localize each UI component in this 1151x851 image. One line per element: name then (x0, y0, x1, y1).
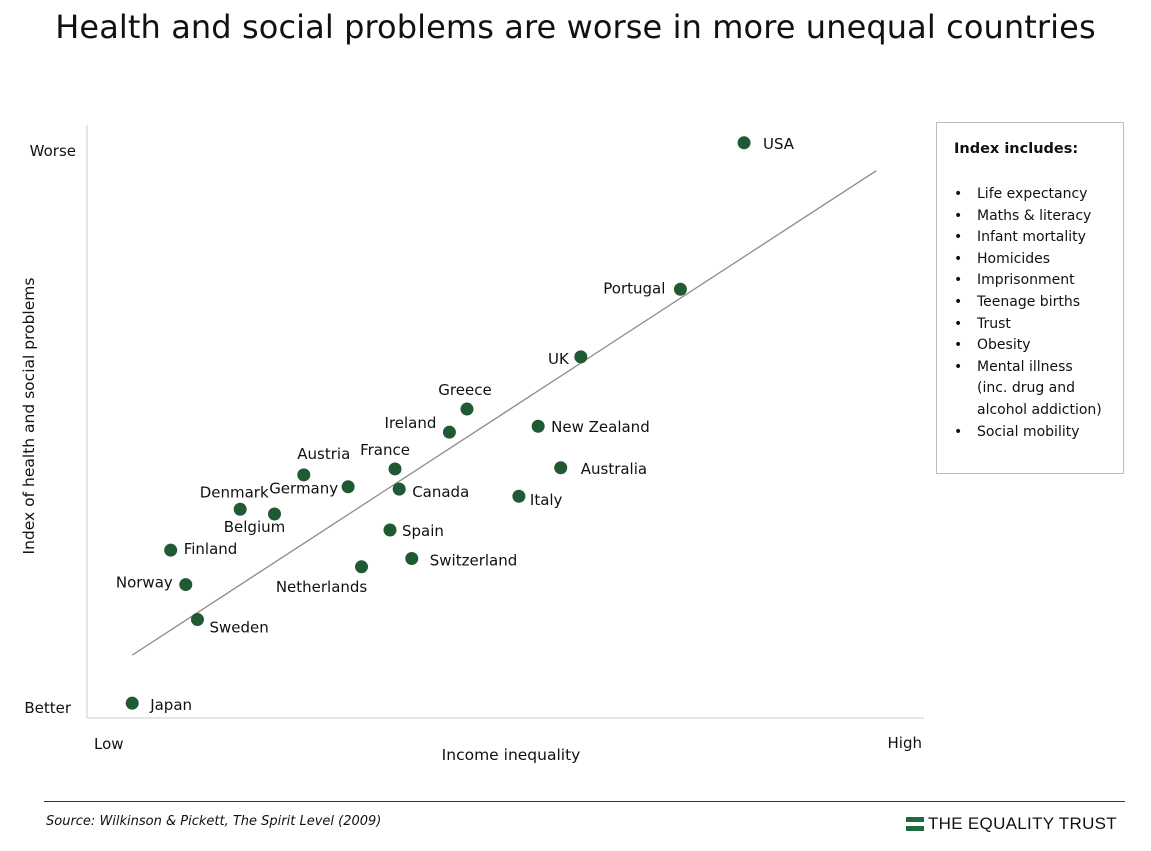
x-tick-label-low: Low (94, 735, 124, 753)
y-tick-label-top: Worse (30, 142, 76, 160)
data-point-france (388, 462, 402, 476)
legend-item-continuation: (inc. drug and (977, 380, 1076, 397)
point-label-ireland: Ireland (385, 414, 437, 432)
legend-item: Life expectancy (954, 184, 1124, 206)
legend-list: Life expectancy Maths & literacy Infant … (954, 184, 1124, 443)
legend-item: Maths & literacy (954, 206, 1124, 228)
point-label-belgium: Belgium (224, 518, 286, 536)
legend-item: Imprisonment (954, 270, 1124, 292)
legend-item: Obesity (954, 335, 1124, 357)
point-label-germany: Germany (269, 480, 338, 498)
data-point-spain (383, 523, 397, 537)
y-axis-label: Index of health and social problems (20, 278, 38, 555)
legend-title: Index includes: (954, 141, 1079, 157)
data-point-portugal (673, 282, 687, 296)
legend-item: Social mobility (954, 422, 1124, 444)
data-point-canada (392, 482, 406, 496)
legend-item: Infant mortality (954, 227, 1124, 249)
scatter-plot: Worse Better Low High Income inequality … (20, 125, 924, 764)
point-label-greece: Greece (438, 381, 491, 399)
chart-title: Health and social problems are worse in … (55, 8, 1096, 46)
point-label-spain: Spain (402, 522, 444, 540)
point-label-austria: Austria (297, 445, 350, 463)
data-point-greece (460, 402, 474, 416)
data-point-switzerland (405, 551, 419, 565)
legend-item: Trust (954, 314, 1124, 336)
x-axis-label: Income inequality (442, 746, 581, 764)
source-citation: Source: Wilkinson & Pickett, The Spirit … (46, 814, 382, 829)
data-point-denmark (233, 502, 247, 516)
index-legend-box: Index includes: Life expectancy Maths & … (936, 122, 1124, 474)
point-label-finland: Finland (184, 540, 238, 558)
data-point-sweden (190, 613, 204, 627)
point-label-norway: Norway (116, 574, 173, 592)
point-label-portugal: Portugal (603, 279, 665, 297)
data-point-uk (574, 350, 588, 364)
data-point-austria (297, 468, 311, 482)
equality-trust-logo: THE EQUALITY TRUST (906, 812, 1117, 836)
point-label-canada: Canada (412, 483, 469, 501)
footer-divider (44, 801, 1125, 802)
point-label-sweden: Sweden (209, 619, 268, 637)
trend-line (131, 170, 877, 656)
legend-item-continuation: alcohol addiction) (977, 401, 1102, 418)
data-point-ireland (442, 425, 456, 439)
point-label-switzerland: Switzerland (430, 551, 517, 569)
x-tick-label-high: High (888, 734, 922, 752)
data-point-finland (164, 543, 178, 557)
data-point-norway (179, 578, 193, 592)
point-label-australia: Australia (581, 460, 647, 478)
data-point-belgium (267, 507, 281, 521)
data-point-new-zealand (531, 419, 545, 433)
point-label-france: France (360, 441, 410, 459)
point-label-uk: UK (548, 350, 570, 368)
logo-text: THE EQUALITY TRUST (928, 814, 1117, 833)
data-point-australia (554, 461, 568, 475)
point-label-new-zealand: New Zealand (551, 418, 650, 436)
equals-logo-icon (906, 817, 924, 831)
data-point-germany (341, 480, 355, 494)
data-point-netherlands (355, 560, 369, 574)
legend-item: Teenage births (954, 292, 1124, 314)
point-label-japan: Japan (149, 696, 192, 714)
point-label-italy: Italy (530, 491, 563, 509)
legend-item: Mental illness (954, 357, 1124, 379)
point-label-denmark: Denmark (200, 483, 269, 501)
data-point-italy (512, 489, 526, 503)
data-point-usa (737, 136, 751, 150)
legend-item: Homicides (954, 249, 1124, 271)
y-tick-label-bottom: Better (24, 699, 72, 717)
data-point-japan (125, 696, 139, 710)
point-label-netherlands: Netherlands (276, 578, 368, 596)
point-label-usa: USA (763, 135, 795, 153)
